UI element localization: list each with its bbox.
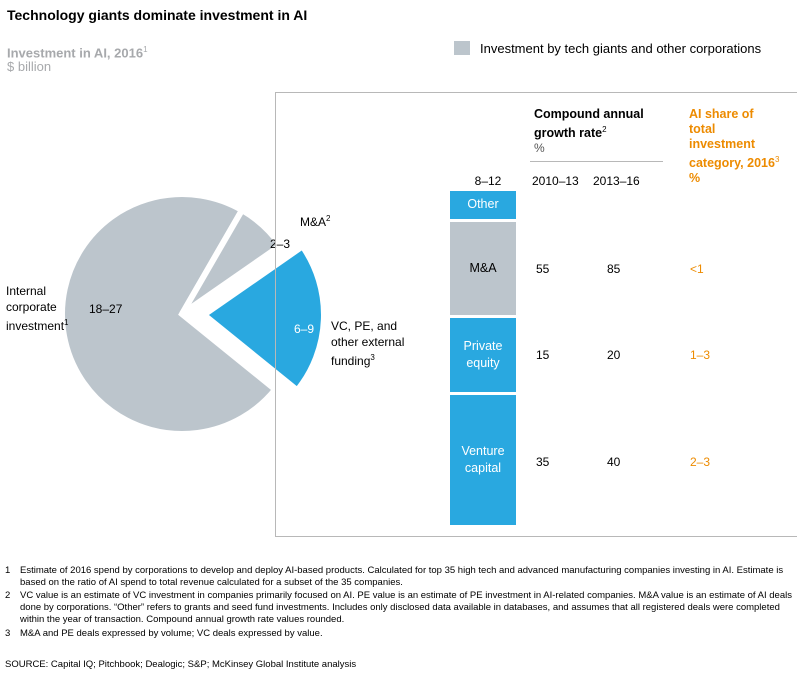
ai-share-pe: 1–3 — [690, 348, 711, 362]
ai-share-header-line: investment — [689, 137, 755, 151]
pie-slice-internal — [59, 191, 280, 437]
pie-label-line: corporate — [6, 300, 57, 314]
pie-label-vc: VC, PE, and other external funding3 — [331, 318, 404, 369]
subtitle-text: Investment in AI, 2016 — [7, 45, 144, 61]
cagr-unit: % — [534, 141, 545, 155]
pie-label-line-text: funding — [331, 354, 371, 368]
pie-label-line: funding3 — [331, 350, 404, 369]
cagr-2010-13-vc: 35 — [536, 455, 550, 469]
pie-value-internal: 18–27 — [89, 302, 123, 316]
legend-swatch — [454, 41, 470, 55]
bar-segment-label: Venture — [461, 444, 505, 458]
pie-slice-vc — [198, 242, 327, 395]
bar-segment-private-equity: Private equity — [450, 317, 516, 392]
bar-segment-label: Other — [467, 197, 499, 212]
subtitle-footnote-ref: 1 — [143, 45, 148, 54]
legend-label: Investment by tech giants and other corp… — [480, 41, 762, 56]
ai-share-header-line: category, 20163 — [689, 152, 779, 171]
stacked-bar: Other M&A Private equity Venture capital — [450, 191, 516, 525]
footnote-text: VC value is an estimate of VC investment… — [20, 590, 792, 625]
ai-share-vc: 2–3 — [690, 455, 711, 469]
cagr-footnote-ref: 2 — [602, 125, 607, 134]
ai-share-header-text: category, 2016 — [689, 156, 775, 171]
cagr-header-rule — [530, 161, 663, 162]
footnote-text: M&A and PE deals expressed by volume; VC… — [20, 628, 323, 639]
bar-segment-ma: M&A — [450, 221, 516, 315]
pie-slice-ma — [179, 205, 285, 317]
footnote-number: 3 — [5, 628, 11, 639]
pie-label-footnote-ref: 3 — [370, 353, 375, 362]
bar-segment-label: Private — [463, 338, 503, 353]
ai-share-header: AI share of total investment category, 2… — [689, 107, 779, 186]
pie-label-line: investment1 — [6, 315, 68, 334]
pie-value-ma: 2–3 — [270, 237, 291, 251]
footnote-number: 1 — [5, 565, 11, 576]
pie-label-line-text: investment — [6, 319, 65, 333]
pie-label-footnote-ref: 2 — [326, 214, 331, 223]
col-header-2013-16: 2013–16 — [593, 174, 640, 188]
chart-subtitle: Investment in AI, 20161 — [7, 42, 148, 61]
chart-title: Technology giants dominate investment in… — [7, 7, 308, 23]
pie-label-internal: Internal corporate investment1 — [6, 283, 68, 334]
pie-label-footnote-ref: 1 — [64, 318, 69, 327]
cagr-2010-13-ma: 55 — [536, 262, 550, 276]
ai-share-header-line: AI share of — [689, 107, 754, 121]
bar-segment-label: M&A — [469, 260, 497, 275]
bar-segment-label: capital — [464, 461, 502, 475]
footnote-1: 1 Estimate of 2016 spend by corporations… — [5, 565, 795, 589]
cagr-header-text: growth rate — [534, 126, 603, 141]
unit-label: $ billion — [7, 59, 52, 74]
pie-label-line-text: M&A — [300, 215, 327, 229]
footnote-3: 3 M&A and PE deals expressed by volume; … — [5, 628, 795, 640]
bar-segment-venture-capital: Venture capital — [450, 395, 516, 525]
bracket-bottom-line — [275, 536, 797, 537]
source-note: SOURCE: Capital IQ; Pitchbook; Dealogic;… — [5, 659, 357, 670]
pie-label-line: Internal — [6, 284, 47, 298]
ai-share-footnote-ref: 3 — [774, 155, 780, 164]
bar-segment-label: equity — [466, 355, 500, 370]
pie-label-line: other external — [331, 335, 405, 349]
ai-share-unit: % — [689, 171, 701, 186]
legend: Investment by tech giants and other corp… — [454, 41, 761, 56]
pie-label-line: VC, PE, and — [331, 319, 398, 333]
pie-label-ma: M&A2 — [300, 211, 330, 230]
cagr-header-line: growth rate2 — [534, 122, 644, 141]
ai-share-header-line: total — [689, 122, 716, 136]
pie-value-vc: 6–9 — [294, 322, 315, 336]
bracket-top-line — [275, 92, 797, 93]
ai-share-ma: <1 — [690, 262, 704, 276]
footnote-text: Estimate of 2016 spend by corporations t… — [20, 565, 784, 588]
pie-chart — [59, 191, 327, 437]
cagr-header: Compound annual growth rate2 — [534, 107, 644, 141]
footnote-number: 2 — [5, 590, 11, 601]
col-header-2010-13: 2010–13 — [532, 174, 579, 188]
footnote-2: 2 VC value is an estimate of VC investme… — [5, 590, 795, 626]
bar-segment-other: Other — [450, 191, 516, 219]
cagr-2013-16-pe: 20 — [607, 348, 621, 362]
cagr-2013-16-vc: 40 — [607, 455, 621, 469]
stacked-bar-total: 8–12 — [474, 174, 502, 188]
cagr-2010-13-pe: 15 — [536, 348, 550, 362]
cagr-header-line: Compound annual — [534, 107, 644, 121]
cagr-2013-16-ma: 85 — [607, 262, 621, 276]
bracket-left-line — [275, 92, 276, 537]
